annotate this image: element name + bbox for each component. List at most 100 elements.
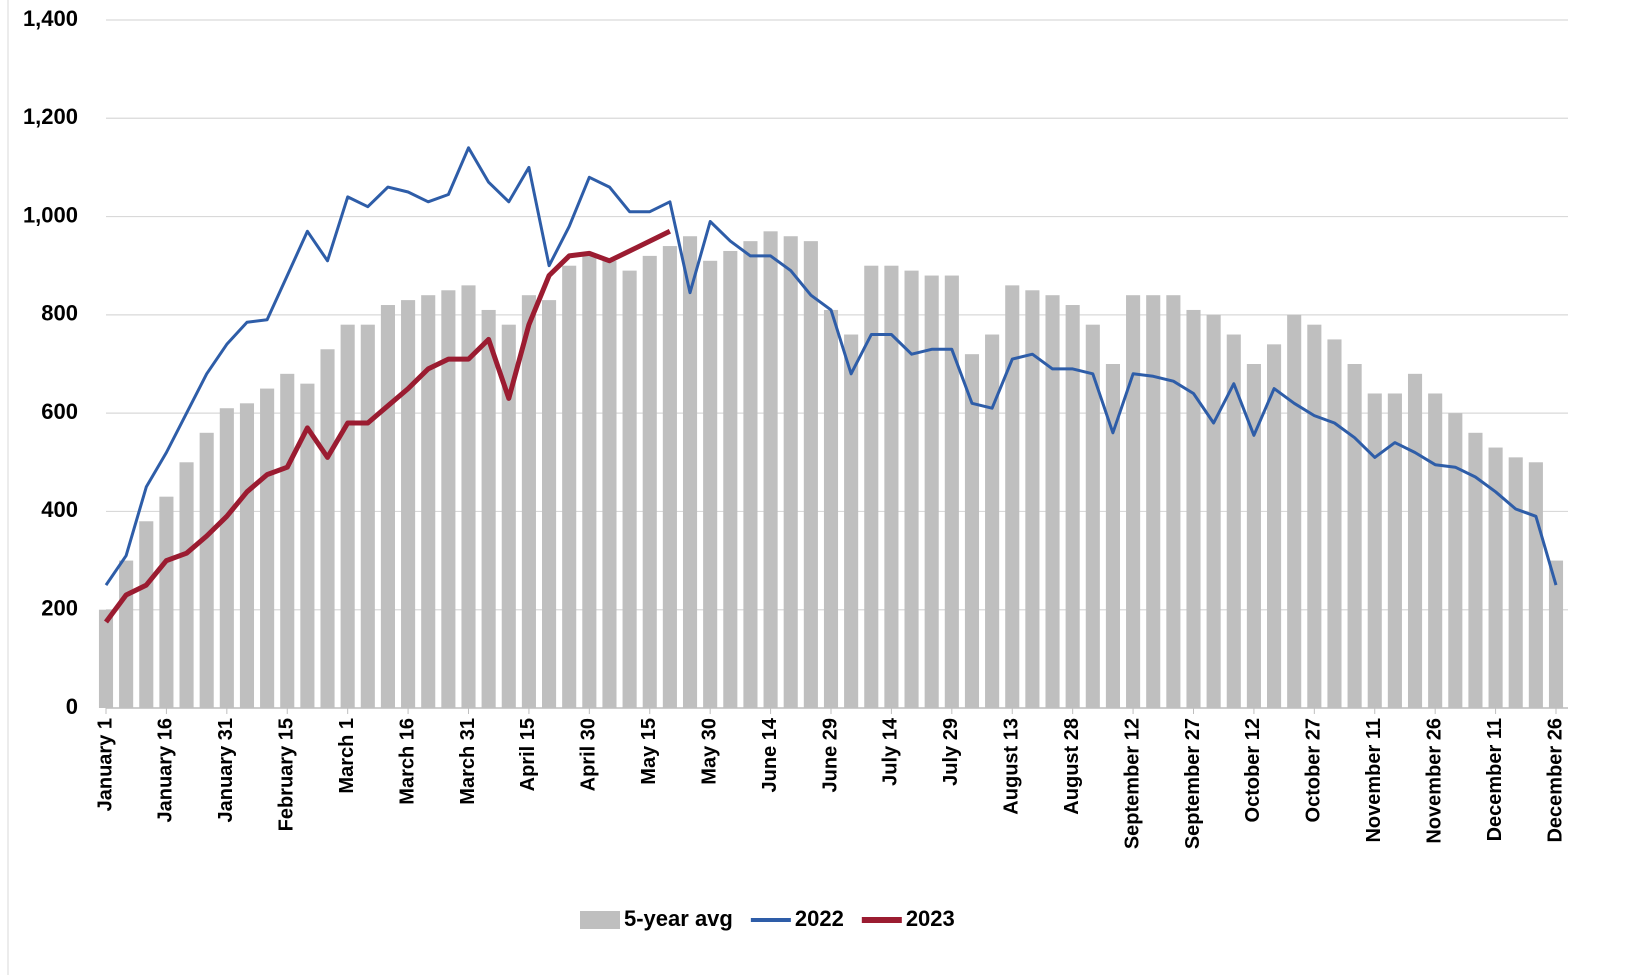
bar	[703, 260, 718, 708]
x-tick-label: November 26	[1423, 718, 1445, 844]
x-tick-label: January 1	[94, 718, 116, 811]
bar	[340, 324, 355, 708]
bar	[723, 250, 738, 708]
bar	[1065, 305, 1080, 708]
x-tick-label: March 1	[336, 718, 358, 794]
bar	[1166, 295, 1181, 708]
x-tick-label: March 31	[457, 718, 479, 805]
legend: 5-year avg 2022 2023	[580, 906, 955, 931]
bar	[139, 521, 154, 708]
bar	[562, 265, 577, 708]
bar	[300, 383, 315, 708]
bar	[1367, 393, 1382, 708]
bar	[1488, 447, 1503, 708]
x-tick-label: December 11	[1484, 718, 1506, 841]
x-tick-label: December 26	[1544, 718, 1566, 843]
x-tick-label: May 15	[638, 718, 660, 785]
bar	[199, 432, 214, 708]
bar	[1407, 373, 1423, 708]
x-tick-label: June 29	[819, 718, 841, 792]
bar	[380, 305, 395, 708]
line-series	[103, 229, 671, 624]
bar	[1045, 295, 1060, 708]
x-tick-label: November 11	[1363, 718, 1385, 843]
bar	[461, 285, 476, 708]
x-tick-label: February 15	[276, 718, 298, 831]
bar	[944, 275, 959, 708]
bar	[1267, 344, 1282, 708]
legend-swatch	[580, 911, 620, 929]
y-tick-label: 1,000	[23, 202, 78, 227]
bar	[1186, 309, 1201, 708]
bar	[1126, 295, 1141, 708]
x-tick-label: August 13	[1001, 718, 1023, 815]
y-tick-label: 200	[41, 596, 78, 621]
bar	[320, 349, 335, 708]
x-tick-label: September 12	[1121, 718, 1143, 849]
y-tick-label: 1,200	[23, 104, 78, 129]
x-tick-label: March 16	[396, 718, 418, 805]
bar	[1327, 339, 1342, 708]
bar	[642, 255, 657, 708]
bar	[260, 388, 275, 708]
x-tick-label: August 28	[1061, 718, 1083, 815]
bar	[1387, 393, 1402, 708]
bar	[239, 403, 255, 708]
bar	[622, 270, 637, 708]
bar	[924, 275, 939, 708]
x-tick-label: April 15	[517, 718, 539, 791]
bar	[219, 408, 234, 708]
bar	[763, 231, 778, 709]
bar	[360, 324, 375, 708]
bar	[521, 295, 536, 708]
bar	[481, 309, 496, 708]
x-tick-label: May 30	[698, 718, 720, 785]
bar	[98, 609, 114, 708]
bar	[1548, 560, 1564, 708]
bar	[904, 270, 919, 708]
bar	[1307, 324, 1322, 708]
y-tick-label: 400	[41, 497, 78, 522]
x-tick-label: October 27	[1303, 718, 1325, 822]
line-series	[104, 146, 1558, 586]
x-tick-label: April 30	[578, 718, 600, 791]
bar	[119, 560, 134, 708]
bar	[743, 241, 758, 708]
bar	[783, 236, 798, 708]
bar	[1287, 314, 1302, 708]
bar	[884, 265, 899, 708]
bar	[441, 290, 456, 708]
bar	[159, 496, 174, 708]
legend-label: 2022	[795, 906, 844, 931]
y-tick-label: 600	[41, 399, 78, 424]
bar	[1146, 295, 1161, 708]
bar	[501, 324, 516, 708]
bar	[280, 373, 295, 708]
bar	[1246, 364, 1261, 708]
bar	[1347, 364, 1362, 708]
x-tick-label: July 14	[880, 717, 902, 786]
bar	[1025, 290, 1040, 708]
bar	[1428, 393, 1443, 708]
bar	[662, 246, 677, 709]
x-tick-label: June 14	[759, 717, 781, 792]
x-tick-label: October 12	[1242, 718, 1264, 822]
y-tick-label: 1,400	[23, 6, 78, 31]
bar	[179, 462, 194, 708]
bar	[1206, 314, 1221, 708]
bar	[844, 334, 859, 708]
bar	[582, 255, 597, 708]
bar	[682, 236, 698, 708]
y-tick-label: 800	[41, 301, 78, 326]
bar	[1468, 432, 1483, 708]
bar	[1085, 324, 1100, 708]
bar	[602, 260, 617, 708]
x-tick-label: July 29	[940, 718, 962, 786]
bar	[1448, 413, 1463, 708]
x-tick-label: January 31	[215, 718, 237, 823]
legend-label: 5-year avg	[624, 906, 733, 931]
bar	[401, 300, 416, 708]
x-tick-label: September 27	[1182, 718, 1204, 849]
bar	[1105, 364, 1120, 708]
